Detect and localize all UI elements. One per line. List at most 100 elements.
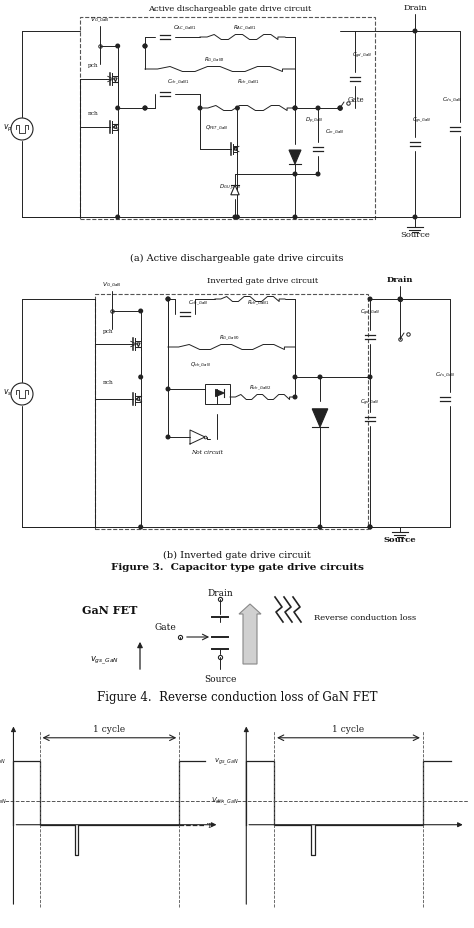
Text: pch: pch bbox=[103, 329, 114, 334]
Text: nch: nch bbox=[88, 110, 99, 115]
Text: $C_{AC\_GaN1}$: $C_{AC\_GaN1}$ bbox=[173, 23, 197, 32]
Circle shape bbox=[318, 376, 322, 380]
Text: (a) Active dischargeable gate drive circuits: (a) Active dischargeable gate drive circ… bbox=[130, 253, 344, 263]
Text: nch: nch bbox=[103, 380, 114, 384]
Circle shape bbox=[368, 376, 372, 380]
Text: $R_{AC\_GaN1}$: $R_{AC\_GaN1}$ bbox=[233, 23, 257, 32]
Polygon shape bbox=[289, 151, 301, 165]
Text: Active dischargeable gate drive circuit: Active dischargeable gate drive circuit bbox=[148, 5, 312, 13]
Circle shape bbox=[139, 310, 143, 314]
Text: Reverse conduction loss: Reverse conduction loss bbox=[314, 613, 416, 622]
FancyArrow shape bbox=[239, 604, 261, 664]
Circle shape bbox=[143, 45, 147, 49]
Text: 1 cycle: 1 cycle bbox=[93, 724, 126, 733]
Circle shape bbox=[236, 107, 239, 110]
Circle shape bbox=[318, 525, 322, 529]
Text: $C_{ch\_GaN1}$: $C_{ch\_GaN1}$ bbox=[167, 78, 189, 86]
Text: $D_{p\_GaN}$: $D_{p\_GaN}$ bbox=[305, 115, 324, 124]
Text: $D_{GU\_GaN}$: $D_{GU\_GaN}$ bbox=[219, 183, 241, 191]
Text: $C_{ch\_GaN}$: $C_{ch\_GaN}$ bbox=[188, 298, 208, 307]
Polygon shape bbox=[114, 125, 117, 129]
Text: $C_{in\_GaN}$: $C_{in\_GaN}$ bbox=[325, 127, 345, 136]
Text: Source: Source bbox=[383, 535, 416, 544]
Text: Drain: Drain bbox=[207, 587, 233, 597]
Text: $v_{gs\_GaN}$: $v_{gs\_GaN}$ bbox=[91, 654, 119, 666]
Circle shape bbox=[293, 107, 297, 110]
Circle shape bbox=[293, 107, 297, 110]
Text: $C_{gs\_GaN}$: $C_{gs\_GaN}$ bbox=[360, 397, 380, 406]
Circle shape bbox=[316, 107, 320, 110]
Polygon shape bbox=[114, 79, 117, 83]
Text: $C_{gs\_GaN}$: $C_{gs\_GaN}$ bbox=[412, 115, 432, 124]
Text: $R_{G\_GaN2}$: $R_{G\_GaN2}$ bbox=[204, 56, 226, 64]
Circle shape bbox=[143, 45, 147, 49]
Text: (b) Inverted gate drive circuit: (b) Inverted gate drive circuit bbox=[163, 550, 311, 559]
Circle shape bbox=[166, 388, 170, 392]
Circle shape bbox=[166, 436, 170, 439]
Circle shape bbox=[368, 525, 372, 529]
Text: $v_{s\_GaN}$: $v_{s\_GaN}$ bbox=[0, 756, 7, 767]
Circle shape bbox=[338, 107, 342, 110]
Polygon shape bbox=[312, 409, 328, 428]
Text: $Q_{FET\_GaN}$: $Q_{FET\_GaN}$ bbox=[205, 123, 228, 132]
Text: T: T bbox=[207, 821, 213, 829]
Text: Figure 3.  Capacitor type gate drive circuits: Figure 3. Capacitor type gate drive circ… bbox=[110, 563, 364, 572]
Polygon shape bbox=[216, 390, 224, 397]
Text: Inverted gate drive circuit: Inverted gate drive circuit bbox=[207, 277, 319, 285]
Circle shape bbox=[166, 298, 170, 302]
Text: $V_{G\_GaN}$: $V_{G\_GaN}$ bbox=[90, 16, 110, 24]
Text: pch: pch bbox=[88, 62, 99, 68]
Circle shape bbox=[316, 173, 320, 176]
Circle shape bbox=[166, 298, 170, 302]
Circle shape bbox=[198, 107, 202, 110]
Circle shape bbox=[143, 107, 147, 110]
Circle shape bbox=[398, 298, 402, 302]
Text: $Q_{ch\_GaN}$: $Q_{ch\_GaN}$ bbox=[190, 360, 210, 369]
Circle shape bbox=[116, 107, 119, 110]
Polygon shape bbox=[137, 397, 140, 401]
Text: $v_{gs\_GaN}$: $v_{gs\_GaN}$ bbox=[214, 756, 239, 767]
Polygon shape bbox=[234, 148, 237, 150]
Text: $V_{dth\_GaN}$: $V_{dth\_GaN}$ bbox=[211, 795, 239, 807]
Text: Drain: Drain bbox=[387, 276, 413, 284]
Circle shape bbox=[116, 45, 119, 49]
Circle shape bbox=[233, 216, 237, 220]
Circle shape bbox=[338, 107, 342, 110]
Text: 1 cycle: 1 cycle bbox=[332, 724, 365, 733]
Text: Gate: Gate bbox=[348, 96, 365, 104]
Polygon shape bbox=[231, 186, 239, 196]
Polygon shape bbox=[137, 343, 140, 347]
Text: Gate: Gate bbox=[154, 623, 176, 632]
Circle shape bbox=[413, 216, 417, 220]
Text: $C_{gd\_GaN}$: $C_{gd\_GaN}$ bbox=[352, 50, 372, 59]
Circle shape bbox=[368, 525, 372, 529]
Circle shape bbox=[143, 107, 147, 110]
Text: $C_{gd\_GaN}$: $C_{gd\_GaN}$ bbox=[360, 307, 380, 316]
Circle shape bbox=[293, 376, 297, 380]
Circle shape bbox=[236, 216, 239, 220]
Text: $V_{G\_GaN}$: $V_{G\_GaN}$ bbox=[102, 280, 122, 289]
Circle shape bbox=[139, 525, 143, 529]
Circle shape bbox=[413, 31, 417, 33]
Circle shape bbox=[139, 376, 143, 380]
Text: $R_{ch\_GaN1}$: $R_{ch\_GaN1}$ bbox=[237, 78, 259, 86]
Text: Source: Source bbox=[400, 231, 430, 238]
Text: $V_{th\_GaN}$: $V_{th\_GaN}$ bbox=[0, 795, 7, 807]
Text: $v_s$: $v_s$ bbox=[3, 387, 13, 398]
Circle shape bbox=[116, 216, 119, 220]
Text: $R_{ch\_GaN1}$: $R_{ch\_GaN1}$ bbox=[246, 298, 269, 307]
Circle shape bbox=[293, 173, 297, 176]
Text: $C_{ds\_GaN}$: $C_{ds\_GaN}$ bbox=[442, 96, 462, 104]
Text: $R_{ch\_GaN2}$: $R_{ch\_GaN2}$ bbox=[249, 383, 271, 392]
Text: $C_{ds\_GaN}$: $C_{ds\_GaN}$ bbox=[435, 370, 455, 379]
Circle shape bbox=[293, 395, 297, 399]
Text: Figure 4.  Reverse conduction loss of GaN FET: Figure 4. Reverse conduction loss of GaN… bbox=[97, 690, 377, 703]
Text: Source: Source bbox=[204, 675, 236, 684]
Text: $R_{G\_GaN0}$: $R_{G\_GaN0}$ bbox=[219, 333, 241, 342]
Circle shape bbox=[368, 298, 372, 302]
Text: Drain: Drain bbox=[403, 4, 427, 12]
Text: Not circuit: Not circuit bbox=[191, 449, 223, 454]
Text: $v_p$: $v_p$ bbox=[3, 122, 13, 134]
Text: GaN FET: GaN FET bbox=[82, 604, 137, 615]
Circle shape bbox=[293, 216, 297, 220]
